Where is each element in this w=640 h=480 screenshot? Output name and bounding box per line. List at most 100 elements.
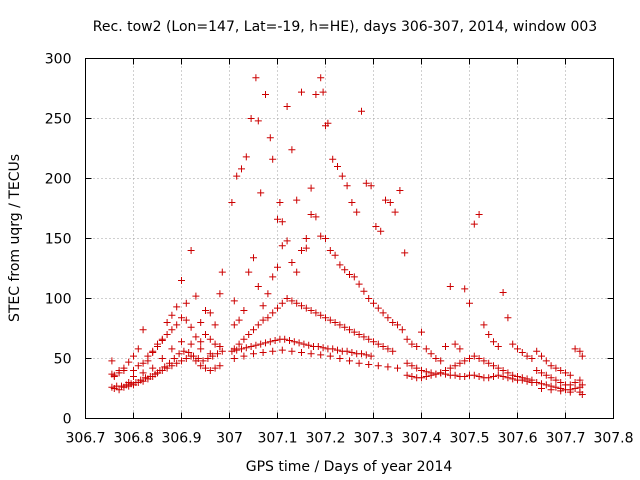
- x-tick-labels: 306.7 306.8 306.9 307 307.1 307.2 307.3 307.4 30…: [65, 431, 633, 447]
- data-point: [322, 314, 329, 322]
- data-point: [259, 349, 267, 356]
- data-point: [302, 244, 310, 252]
- data-point: [367, 352, 375, 360]
- data-point: [163, 331, 171, 338]
- data-point: [533, 347, 541, 355]
- data-point: [298, 302, 305, 310]
- data-point: [523, 377, 531, 385]
- data-point: [120, 367, 128, 374]
- data-point: [233, 346, 241, 354]
- data-point: [230, 321, 238, 329]
- data-point: [170, 355, 178, 362]
- data-point: [336, 321, 344, 329]
- data-point: [197, 345, 205, 353]
- data-point: [578, 381, 586, 389]
- data-point: [578, 352, 586, 360]
- data-point: [110, 373, 118, 380]
- data-point: [163, 319, 171, 326]
- data-point: [175, 350, 183, 358]
- x-tick-label: 307.8: [593, 431, 633, 447]
- data-point: [437, 357, 445, 365]
- data-point: [278, 346, 286, 354]
- data-point: [278, 242, 286, 250]
- data-point: [130, 367, 137, 374]
- data-point: [365, 361, 373, 368]
- data-point: [475, 373, 483, 380]
- data-point: [533, 367, 541, 374]
- data-point: [538, 385, 545, 392]
- data-point: [269, 347, 277, 355]
- data-point: [334, 346, 341, 354]
- data-point: [293, 299, 301, 307]
- data-point: [370, 338, 377, 346]
- data-point: [250, 350, 257, 358]
- data-point: [293, 268, 301, 276]
- data-point: [374, 362, 382, 370]
- data-point: [358, 107, 365, 115]
- data-point: [365, 295, 373, 302]
- data-point: [336, 261, 344, 269]
- data-point: [317, 74, 325, 82]
- data-point: [348, 199, 356, 206]
- data-point: [312, 309, 320, 317]
- data-point: [571, 345, 579, 353]
- data-point: [187, 352, 195, 360]
- data-point: [264, 290, 272, 298]
- data-point: [485, 359, 493, 367]
- data-point: [307, 211, 315, 218]
- data-point: [278, 218, 286, 226]
- data-point: [499, 289, 507, 296]
- data-point: [298, 247, 305, 254]
- data-point: [168, 311, 176, 319]
- data-point: [154, 340, 161, 348]
- data-point: [499, 373, 507, 380]
- data-point: [158, 335, 166, 343]
- data-point: [552, 383, 560, 391]
- data-point: [403, 359, 411, 367]
- data-point: [247, 343, 255, 350]
- data-point: [250, 254, 257, 262]
- data-point: [216, 343, 224, 350]
- data-point: [518, 349, 526, 356]
- data-point: [319, 88, 327, 96]
- data-point: [391, 208, 399, 216]
- data-point: [298, 349, 305, 356]
- data-point: [233, 172, 241, 180]
- data-point: [139, 377, 147, 385]
- data-point: [324, 119, 332, 127]
- data-point: [413, 364, 421, 372]
- data-point: [350, 328, 358, 336]
- y-axis-label: STEC from uqrg / TECUs: [7, 154, 23, 322]
- data-point: [533, 379, 541, 386]
- data-point: [334, 163, 341, 170]
- data-point: [283, 237, 291, 245]
- x-tick-label: 307.3: [353, 431, 393, 447]
- data-point: [571, 385, 579, 392]
- data-point: [446, 283, 454, 290]
- data-point: [211, 321, 219, 329]
- data-point: [257, 340, 265, 348]
- data-point: [202, 364, 209, 372]
- data-point: [451, 362, 459, 370]
- data-point: [494, 371, 502, 379]
- y-tick-label: 100: [45, 292, 72, 308]
- data-point: [461, 285, 469, 293]
- data-point: [206, 350, 214, 358]
- x-tick-label: 306.9: [161, 431, 201, 447]
- data-point: [456, 359, 464, 367]
- data-point: [418, 328, 425, 336]
- data-point: [379, 343, 387, 350]
- data-point: [542, 357, 550, 365]
- data-point: [552, 364, 560, 372]
- x-tick-label: 307.5: [449, 431, 489, 447]
- data-point: [307, 184, 315, 192]
- data-point: [538, 369, 545, 377]
- data-point: [523, 352, 531, 360]
- data-point: [206, 367, 214, 374]
- data-point: [377, 227, 385, 235]
- data-point: [178, 357, 185, 365]
- data-point: [288, 259, 296, 266]
- data-point: [571, 379, 579, 386]
- data-point: [144, 375, 152, 383]
- data-point: [158, 355, 166, 362]
